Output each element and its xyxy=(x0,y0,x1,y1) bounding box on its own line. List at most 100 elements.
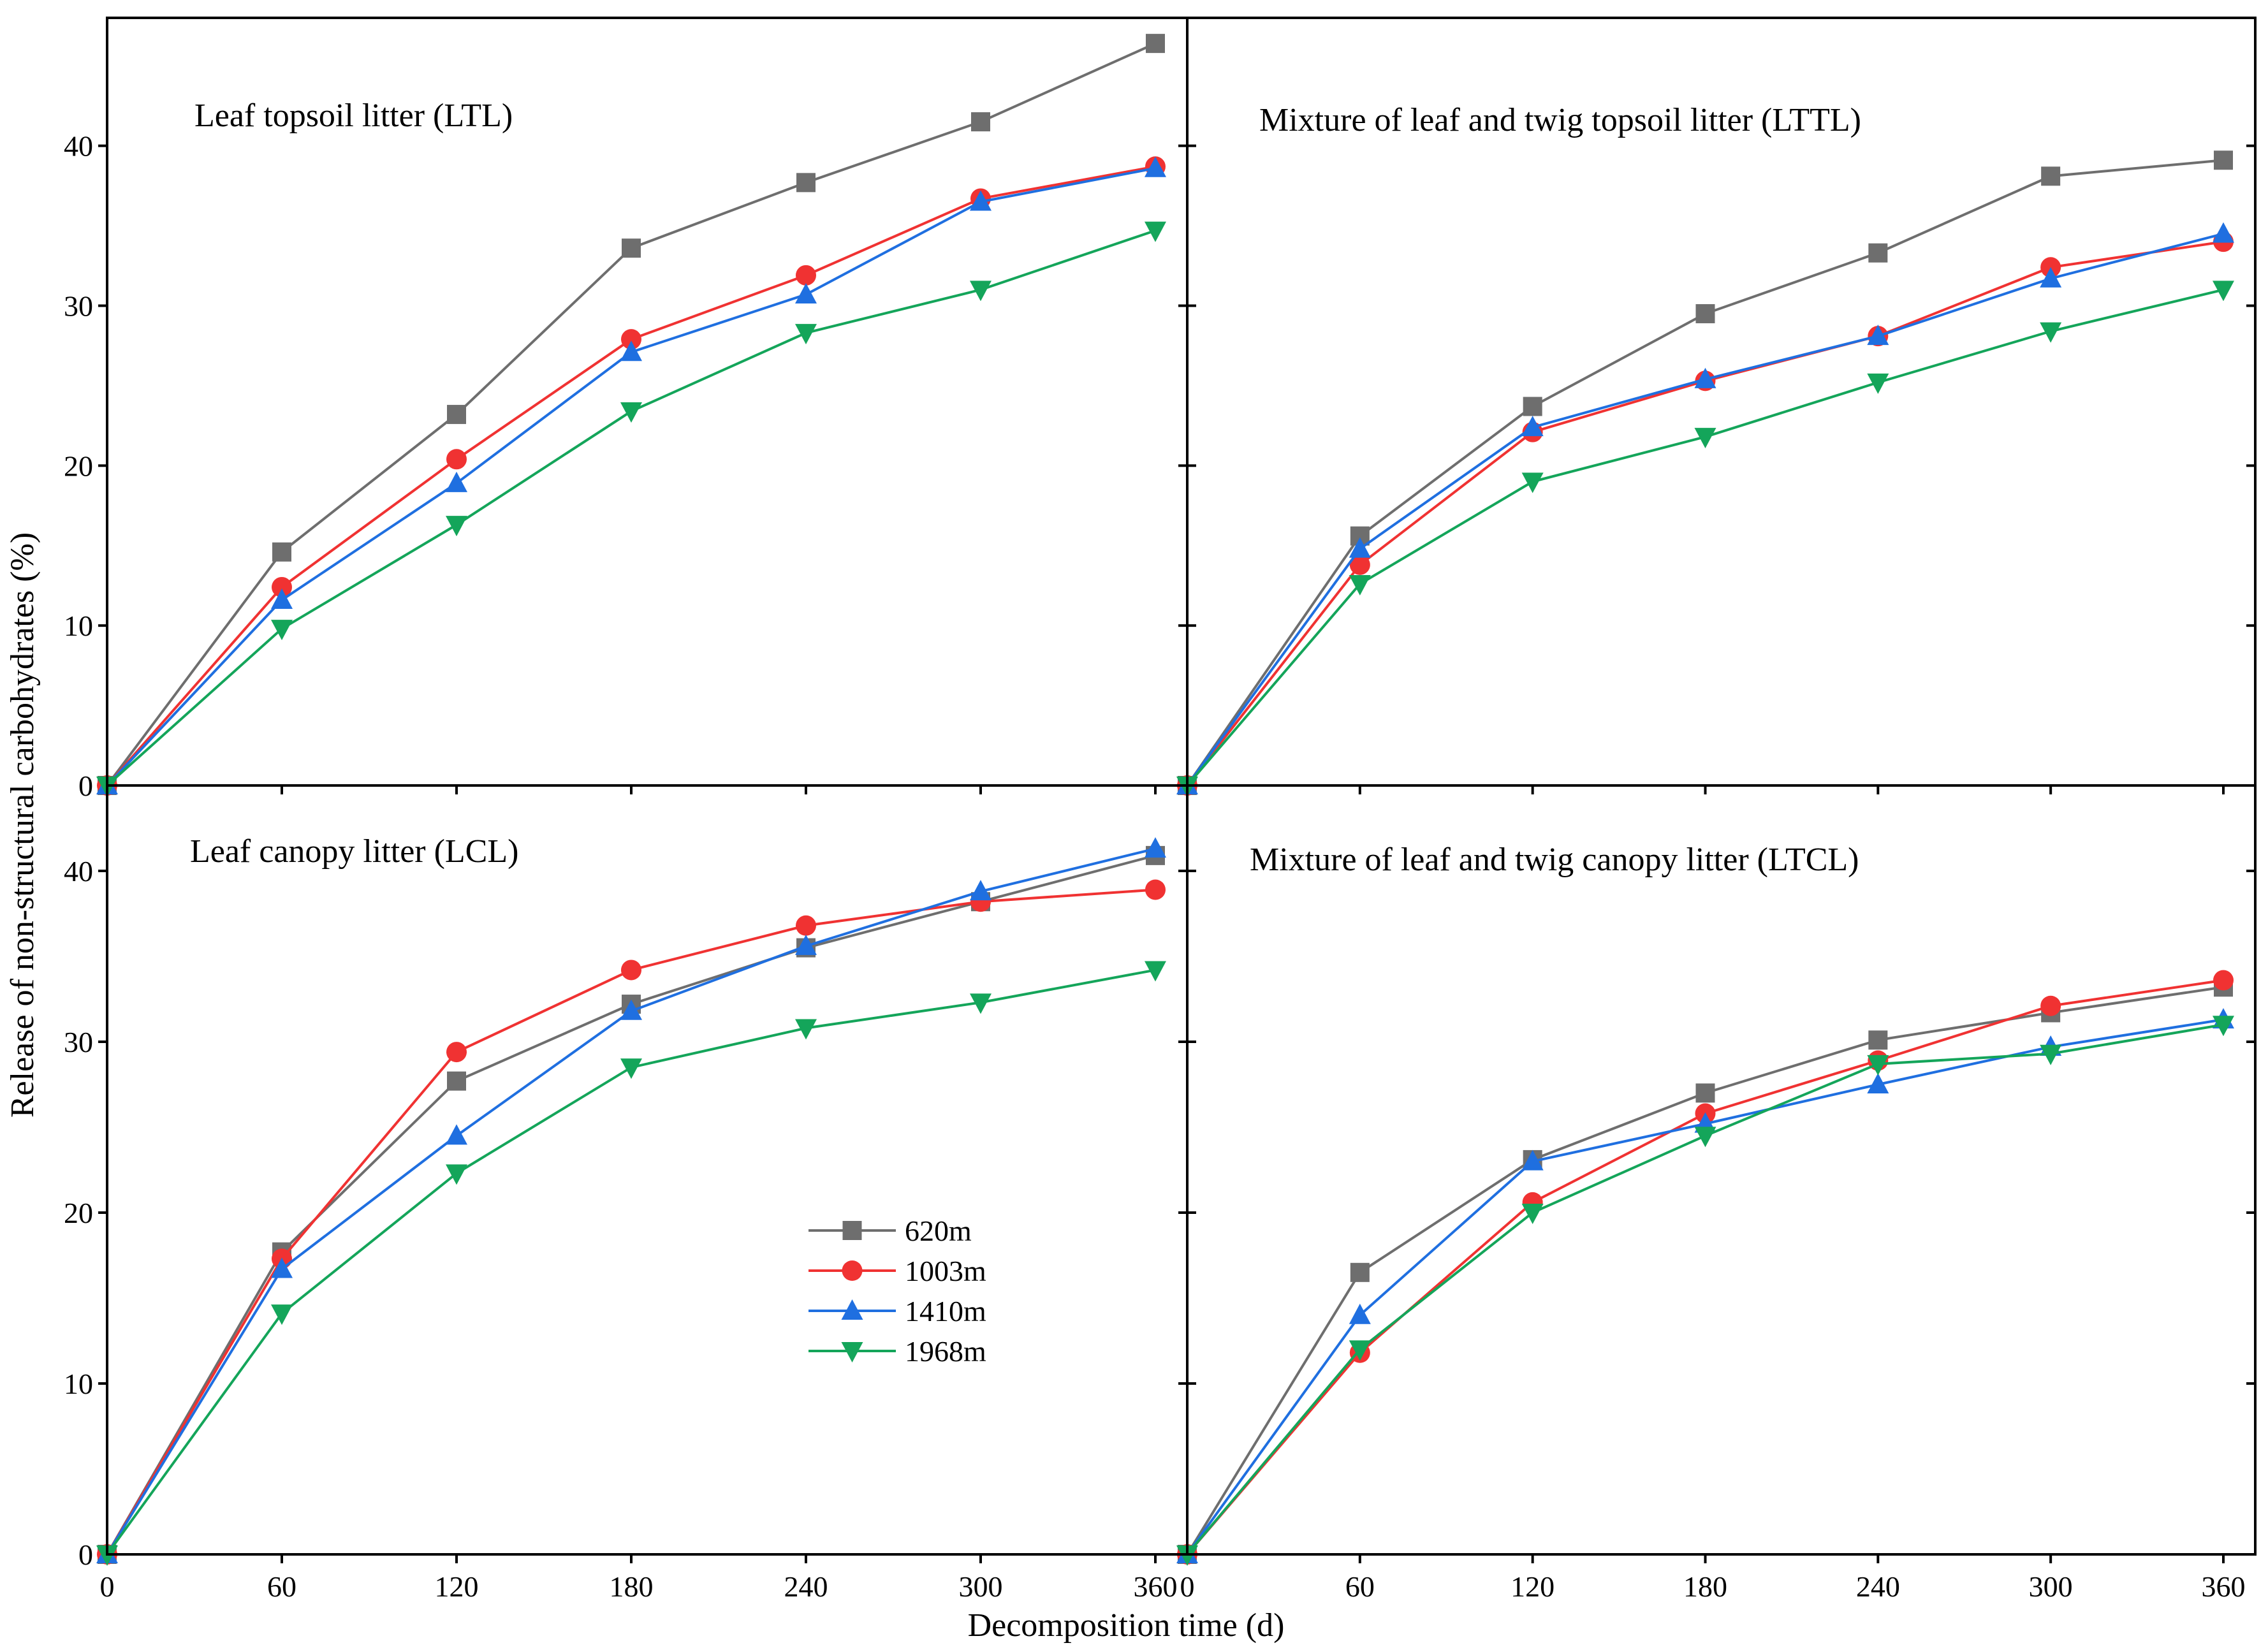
point-1968m xyxy=(795,1019,817,1040)
series-line-1410m xyxy=(106,166,1156,787)
legend-label: 1410m xyxy=(905,1295,986,1327)
series-line-1410m xyxy=(106,847,1156,1556)
point-620m xyxy=(272,542,291,562)
point-1003m xyxy=(446,449,467,470)
point-1003m xyxy=(1145,879,1166,900)
series-1003m xyxy=(97,879,1166,1565)
series-line-620m xyxy=(1186,986,2224,1556)
series-620m xyxy=(1178,977,2233,1564)
y-tick-label: 40 xyxy=(64,855,93,887)
point-1410m xyxy=(970,880,991,901)
point-1410m xyxy=(1349,537,1371,558)
point-1410m xyxy=(1521,1150,1544,1171)
series-line-620m xyxy=(1186,159,2224,787)
point-620m xyxy=(1523,397,1542,416)
x-tick-label: 180 xyxy=(1683,1570,1727,1603)
series-620m xyxy=(98,34,1165,795)
point-1968m xyxy=(970,993,991,1014)
point-1410m xyxy=(620,999,642,1020)
x-tick-label: 120 xyxy=(1511,1570,1555,1603)
point-1968m xyxy=(1349,1340,1371,1361)
series-1003m xyxy=(1177,970,2234,1565)
y-tick-label: 10 xyxy=(64,1368,93,1400)
x-axis-label: Decomposition time (d) xyxy=(968,1607,1285,1644)
series-line-1003m xyxy=(106,165,1156,787)
point-1410m xyxy=(1145,837,1166,858)
series-line-1968m xyxy=(106,968,1156,1556)
point-1968m xyxy=(1867,373,1889,394)
point-1410m xyxy=(446,1124,467,1145)
point-1003m xyxy=(2213,970,2234,991)
panel-title: Leaf canopy litter (LCL) xyxy=(190,833,518,870)
point-1968m xyxy=(2213,1016,2234,1037)
point-1410m xyxy=(446,471,467,492)
legend-label: 1003m xyxy=(905,1255,986,1287)
x-tick-label: 240 xyxy=(1856,1570,1900,1603)
point-1968m xyxy=(446,516,467,537)
x-tick-label: 60 xyxy=(267,1570,296,1603)
series-1410m xyxy=(96,156,1166,794)
x-tick-label: 120 xyxy=(435,1570,479,1603)
point-1968m xyxy=(446,1164,467,1185)
x-tick-label: 180 xyxy=(610,1570,654,1603)
y-tick-label: 20 xyxy=(64,1197,93,1229)
panel-title: Mixture of leaf and twig topsoil litter … xyxy=(1259,102,1861,138)
panel-title: Mixture of leaf and twig canopy litter (… xyxy=(1250,842,1859,878)
point-1968m xyxy=(620,1058,642,1079)
y-tick-label: 20 xyxy=(64,449,93,482)
point-1410m xyxy=(1145,156,1166,177)
point-1410m xyxy=(1521,416,1544,437)
point-620m xyxy=(2214,150,2233,170)
series-line-1003m xyxy=(1186,979,2224,1556)
y-tick-label: 40 xyxy=(64,130,93,163)
y-tick-label: 30 xyxy=(64,1026,93,1058)
panel-lcl: 0 10 20 30 40 0 60 120 180 240 300 360 Leaf canopy l… xyxy=(64,833,1187,1603)
point-620m xyxy=(1146,34,1165,54)
legend-entry-1003m: 1003m xyxy=(808,1255,986,1287)
point-1410m xyxy=(1867,1073,1889,1093)
point-620m xyxy=(971,112,990,132)
legend-marker xyxy=(841,1342,863,1362)
series-line-1003m xyxy=(106,888,1156,1556)
point-620m xyxy=(1868,1030,1888,1050)
point-1968m xyxy=(1521,1204,1544,1224)
series-1968m xyxy=(1176,1016,2234,1566)
y-axis-label: Release of non-structural carbohydrates … xyxy=(4,532,41,1118)
x-tick-label: 240 xyxy=(784,1570,828,1603)
series-line-1968m xyxy=(1186,288,2224,787)
point-1410m xyxy=(2040,266,2062,288)
point-1968m xyxy=(1521,472,1544,493)
point-1410m xyxy=(1694,367,1716,388)
point-620m xyxy=(622,238,641,258)
legend-marker xyxy=(842,1221,862,1240)
point-1003m xyxy=(621,329,641,350)
point-1968m xyxy=(1867,1055,1889,1076)
point-1410m xyxy=(1867,325,1889,346)
point-1003m xyxy=(796,915,816,936)
series-1968m xyxy=(96,961,1166,1566)
series-1410m xyxy=(96,837,1166,1563)
legend-entry-620m: 620m xyxy=(808,1215,972,1247)
point-1968m xyxy=(795,324,817,345)
series-620m xyxy=(98,845,1165,1564)
point-1003m xyxy=(272,576,292,597)
series-line-1968m xyxy=(106,229,1156,787)
legend-entry-1410m: 1410m xyxy=(808,1295,986,1327)
point-1003m xyxy=(796,265,816,286)
panel-title: Leaf topsoil litter (LTL) xyxy=(194,98,513,134)
point-1968m xyxy=(1145,961,1166,982)
point-1410m xyxy=(2213,222,2234,243)
point-1003m xyxy=(1349,554,1370,575)
series-1968m xyxy=(96,221,1166,797)
point-620m xyxy=(1350,1262,1370,1282)
series-620m xyxy=(1178,150,2233,795)
y-tick-label: 0 xyxy=(78,770,93,802)
point-1003m xyxy=(621,960,641,981)
point-1410m xyxy=(271,1257,293,1278)
point-1968m xyxy=(1694,1127,1716,1148)
point-1410m xyxy=(970,190,991,211)
x-tick-label: 60 xyxy=(1345,1570,1375,1603)
series-line-1003m xyxy=(1186,240,2224,787)
legend-marker xyxy=(841,1299,863,1320)
panel-lttl: Mixture of leaf and twig topsoil litter … xyxy=(1176,102,2255,797)
